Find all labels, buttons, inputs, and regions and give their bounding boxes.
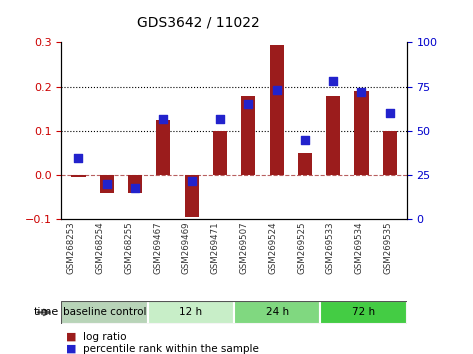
Bar (298, 153, 312, 175)
Text: 24 h: 24 h (266, 307, 289, 318)
Point (188, 178, 195, 183)
Bar (326, 97, 340, 175)
Bar (320, 301, 407, 324)
Point (216, 116, 224, 121)
Point (131, 185, 139, 190)
Bar (270, 45, 284, 175)
Text: ■: ■ (66, 332, 77, 342)
Text: GSM268254: GSM268254 (96, 221, 105, 274)
Text: GSM268255: GSM268255 (124, 221, 133, 274)
Text: GSM269524: GSM269524 (268, 221, 277, 274)
Text: percentile rank within the sample: percentile rank within the sample (83, 344, 259, 354)
Bar (241, 96, 255, 175)
Point (103, 181, 111, 187)
Bar (234, 301, 320, 324)
Point (75, 155, 82, 160)
Bar (354, 91, 368, 175)
Text: log ratio: log ratio (83, 332, 126, 342)
Point (159, 116, 167, 121)
Text: GSM268253: GSM268253 (67, 221, 76, 274)
Text: GSM269534: GSM269534 (355, 221, 364, 274)
Point (301, 137, 309, 143)
Text: 12 h: 12 h (179, 307, 202, 318)
Text: GSM269507: GSM269507 (239, 221, 248, 274)
Text: 72 h: 72 h (352, 307, 375, 318)
Point (245, 102, 252, 107)
Text: GSM269525: GSM269525 (297, 221, 306, 274)
Text: GSM269467: GSM269467 (153, 221, 162, 274)
Text: GSM269535: GSM269535 (384, 221, 393, 274)
Bar (61, 301, 148, 324)
Text: GSM269469: GSM269469 (182, 221, 191, 274)
Bar (383, 131, 397, 175)
Point (273, 87, 280, 93)
Bar (100, 175, 114, 193)
Bar (148, 301, 234, 324)
Text: GSM269471: GSM269471 (211, 221, 220, 274)
Text: GDS3642 / 11022: GDS3642 / 11022 (137, 16, 260, 30)
Bar (156, 120, 170, 175)
Point (386, 110, 394, 116)
Text: GSM269533: GSM269533 (326, 221, 335, 274)
Point (358, 89, 365, 95)
Point (329, 79, 337, 84)
Text: baseline control: baseline control (63, 307, 147, 318)
Bar (71, 175, 86, 177)
Text: ■: ■ (66, 344, 77, 354)
Bar (213, 131, 227, 175)
Bar (128, 175, 142, 193)
Bar (184, 175, 199, 217)
Text: time: time (34, 307, 59, 318)
